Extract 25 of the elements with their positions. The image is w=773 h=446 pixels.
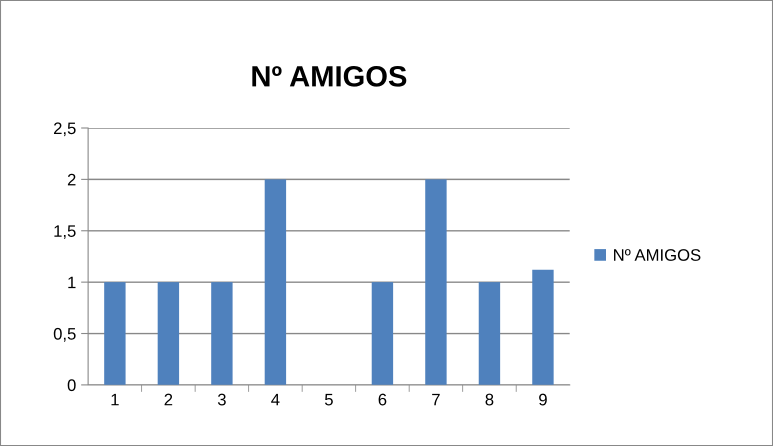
y-tick-label: 1,5 [54,225,76,239]
bar [211,282,233,385]
x-tick-label: 3 [218,394,226,406]
bar [372,282,394,385]
chart-title: Nº AMIGOS [252,66,406,87]
x-tick-label: 8 [486,394,494,406]
y-tick-label: 2,5 [54,122,76,136]
x-tick-label: 7 [432,394,440,406]
x-tick-label: 5 [324,394,333,406]
x-tick-label: 1 [112,394,119,406]
y-tick-label: 1 [68,276,76,288]
x-tick-label: 2 [164,394,172,406]
y-tick-label: 2 [68,174,76,186]
y-tick-label: 0,5 [54,328,76,342]
bar [425,179,447,385]
x-tick-label: 6 [378,394,386,406]
y-tick-label: 0 [68,379,76,392]
x-tick-label: 4 [271,394,280,406]
bar [158,282,180,385]
bar [264,179,286,385]
legend-label: Nº AMIGOS [614,249,700,261]
bar [532,270,554,385]
bar [478,282,500,385]
x-tick-label: 9 [539,394,547,406]
bar [104,282,126,385]
